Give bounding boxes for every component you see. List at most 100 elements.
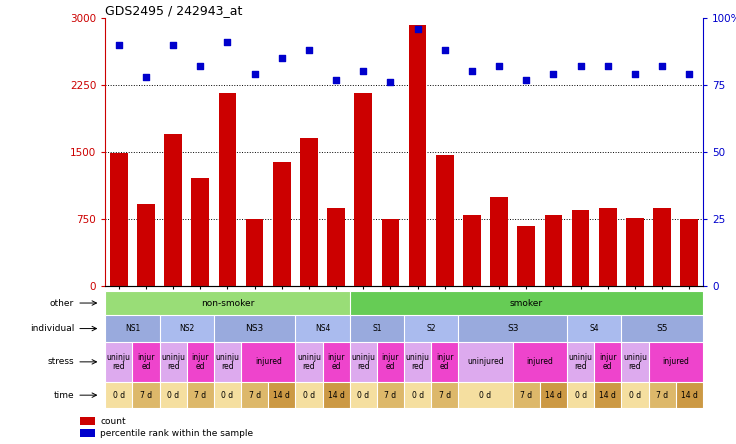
Bar: [355, 93, 372, 286]
Bar: [191, 178, 209, 286]
Text: uninju
red: uninju red: [216, 353, 239, 371]
Text: percentile rank within the sample: percentile rank within the sample: [100, 429, 253, 438]
Text: injur
ed: injur ed: [382, 353, 399, 371]
Text: 14 d: 14 d: [328, 391, 344, 400]
Text: uninju
red: uninju red: [406, 353, 430, 371]
Bar: [654, 209, 671, 286]
Point: [602, 63, 614, 70]
Text: injur
ed: injur ed: [191, 353, 209, 371]
Text: 14 d: 14 d: [545, 391, 562, 400]
Text: uninju
red: uninju red: [297, 353, 321, 371]
Bar: [164, 134, 182, 286]
Point: [113, 41, 124, 48]
Bar: [273, 162, 291, 286]
Text: 7 d: 7 d: [520, 391, 532, 400]
Text: uninju
red: uninju red: [107, 353, 131, 371]
Bar: [463, 215, 481, 286]
Text: GDS2495 / 242943_at: GDS2495 / 242943_at: [105, 4, 243, 16]
Text: injured: injured: [526, 357, 553, 366]
Point: [466, 68, 478, 75]
Point: [303, 47, 315, 54]
Text: 0 d: 0 d: [222, 391, 233, 400]
Text: 0 d: 0 d: [357, 391, 369, 400]
Point: [249, 71, 261, 78]
Text: S2: S2: [426, 324, 436, 333]
Point: [330, 76, 342, 83]
Text: 7 d: 7 d: [194, 391, 206, 400]
Text: injur
ed: injur ed: [599, 353, 617, 371]
Point: [276, 55, 288, 62]
Text: injur
ed: injur ed: [436, 353, 453, 371]
Text: S5: S5: [657, 324, 668, 333]
Point: [629, 71, 641, 78]
Text: injur
ed: injur ed: [328, 353, 345, 371]
Point: [684, 71, 696, 78]
Bar: [490, 197, 508, 286]
Text: uninjured: uninjured: [467, 357, 504, 366]
Text: 0 d: 0 d: [411, 391, 424, 400]
Point: [385, 79, 397, 86]
Bar: [382, 219, 400, 286]
Point: [140, 73, 152, 80]
Text: other: other: [50, 298, 74, 308]
Text: NS2: NS2: [179, 324, 194, 333]
Text: individual: individual: [29, 324, 74, 333]
Text: NS4: NS4: [315, 324, 330, 333]
Bar: [137, 204, 155, 286]
Bar: [517, 226, 535, 286]
Text: uninju
red: uninju red: [351, 353, 375, 371]
Text: 14 d: 14 d: [681, 391, 698, 400]
Bar: [626, 218, 644, 286]
Text: 7 d: 7 d: [249, 391, 261, 400]
Point: [548, 71, 559, 78]
Text: 0 d: 0 d: [629, 391, 641, 400]
Text: 14 d: 14 d: [599, 391, 616, 400]
Text: smoker: smoker: [510, 298, 543, 308]
Text: injured: injured: [255, 357, 282, 366]
Text: 7 d: 7 d: [439, 391, 451, 400]
Text: 0 d: 0 d: [303, 391, 315, 400]
Point: [657, 63, 668, 70]
Text: time: time: [54, 391, 74, 400]
Bar: [219, 93, 236, 286]
Bar: [300, 138, 318, 286]
Point: [439, 47, 450, 54]
Bar: [599, 209, 617, 286]
Text: S1: S1: [372, 324, 382, 333]
Point: [194, 63, 206, 70]
Text: uninju
red: uninju red: [161, 353, 185, 371]
Bar: [436, 155, 453, 286]
Text: 7 d: 7 d: [140, 391, 152, 400]
Text: 14 d: 14 d: [273, 391, 290, 400]
Text: uninju
red: uninju red: [623, 353, 647, 371]
Text: count: count: [100, 417, 126, 426]
Text: 7 d: 7 d: [384, 391, 397, 400]
Text: injured: injured: [662, 357, 689, 366]
Point: [520, 76, 532, 83]
Text: 0 d: 0 d: [113, 391, 125, 400]
Point: [575, 63, 587, 70]
Bar: [572, 210, 590, 286]
Bar: [246, 219, 263, 286]
Bar: [80, 429, 95, 437]
Text: non-smoker: non-smoker: [201, 298, 254, 308]
Point: [167, 41, 179, 48]
Text: S4: S4: [590, 324, 599, 333]
Bar: [681, 219, 698, 286]
Text: NS3: NS3: [246, 324, 263, 333]
Text: 7 d: 7 d: [656, 391, 668, 400]
Text: 0 d: 0 d: [575, 391, 587, 400]
Text: stress: stress: [47, 357, 74, 366]
Bar: [80, 417, 95, 425]
Bar: [408, 25, 426, 286]
Point: [493, 63, 505, 70]
Bar: [545, 215, 562, 286]
Text: uninju
red: uninju red: [569, 353, 592, 371]
Text: NS1: NS1: [125, 324, 140, 333]
Bar: [328, 209, 345, 286]
Point: [411, 25, 423, 32]
Point: [358, 68, 369, 75]
Text: 0 d: 0 d: [167, 391, 180, 400]
Text: S3: S3: [507, 324, 518, 333]
Text: 0 d: 0 d: [479, 391, 492, 400]
